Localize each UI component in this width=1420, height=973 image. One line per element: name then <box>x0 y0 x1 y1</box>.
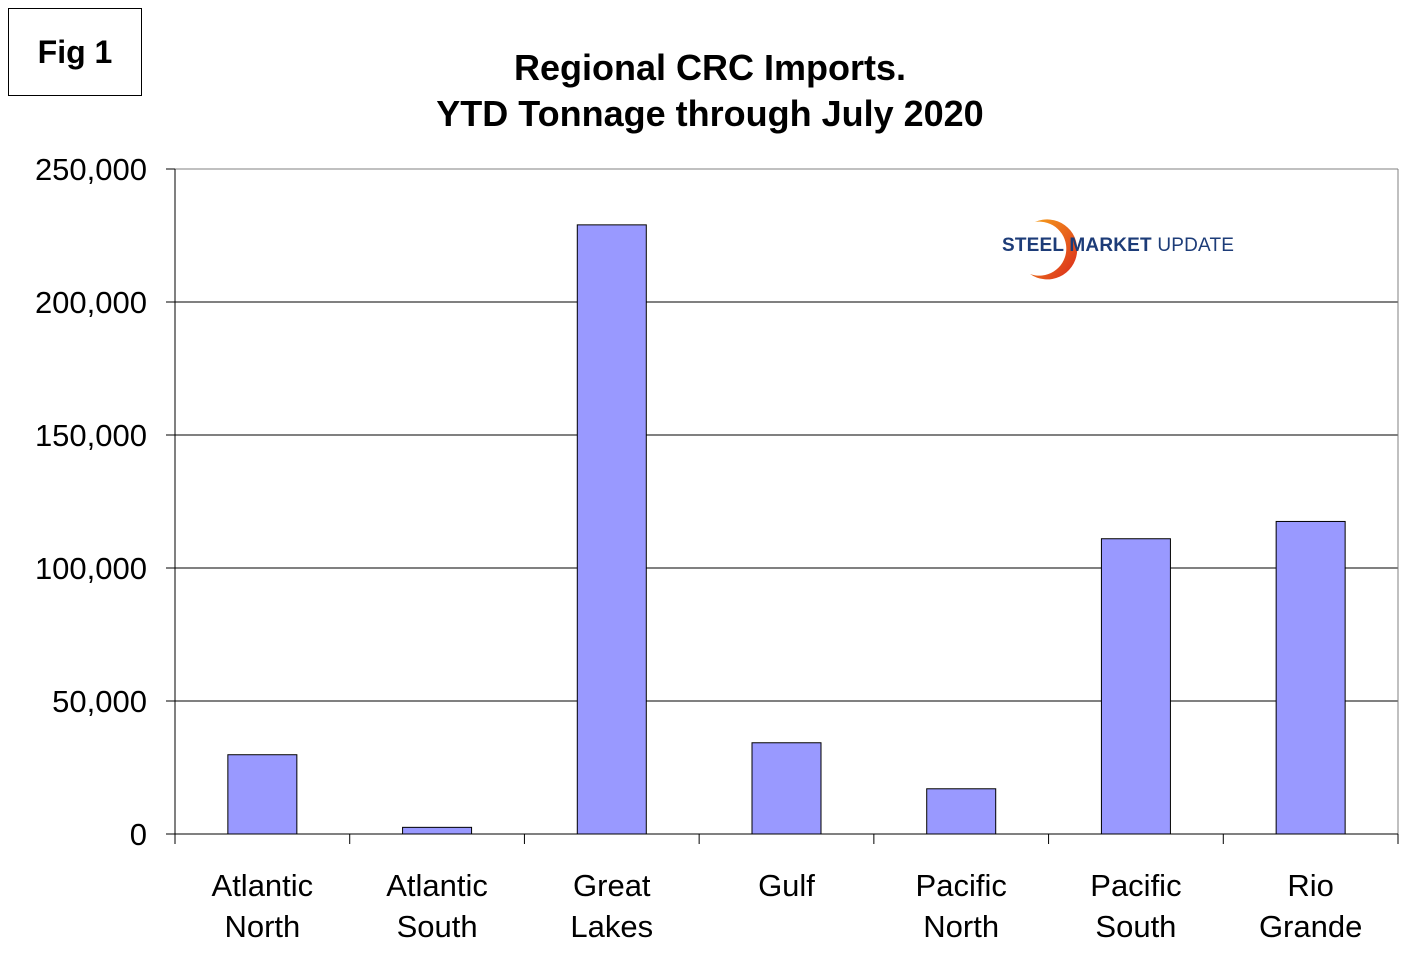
chart-title-line-1: Regional CRC Imports. <box>513 47 907 88</box>
bars <box>227 224 1346 835</box>
logo-text-bold: STEEL MARKET <box>1002 235 1152 256</box>
y-tick-label: 200,000 <box>35 285 147 320</box>
x-category-label: Great <box>573 868 651 903</box>
axes <box>166 168 1399 844</box>
x-category-label: Atlantic <box>386 868 488 903</box>
x-category-label: Atlantic <box>212 868 314 903</box>
logo-text-regular: UPDATE <box>1151 235 1235 256</box>
y-tick-labels: 0 50,000 100,000 150,000 200,000 250,000 <box>35 152 147 852</box>
x-category-label: North <box>923 909 999 944</box>
bar <box>751 742 822 835</box>
chart-title-line-2: YTD Tonnage through July 2020 <box>436 93 984 134</box>
x-category-label: Gulf <box>758 868 815 903</box>
bar <box>926 788 997 835</box>
bar <box>227 754 298 835</box>
y-tick-label: 150,000 <box>35 418 147 453</box>
figure-label: Fig 1 <box>8 8 142 96</box>
x-category-label: South <box>1095 909 1176 944</box>
y-tick-label: 250,000 <box>35 152 147 187</box>
bar <box>402 826 473 835</box>
bar <box>1100 538 1171 835</box>
x-category-label: Rio <box>1287 868 1334 903</box>
x-category-label: Lakes <box>570 909 653 944</box>
logo-text: STEEL MARKET UPDATE <box>1002 235 1234 257</box>
x-category-label: South <box>397 909 478 944</box>
bar <box>576 224 647 835</box>
y-tick-label: 100,000 <box>35 551 147 586</box>
x-category-label: Pacific <box>1090 868 1181 903</box>
y-tick-label: 0 <box>130 817 147 852</box>
swoosh-logo-icon <box>1030 219 1078 280</box>
x-category-label: Grande <box>1259 909 1362 944</box>
x-category-label: Pacific <box>916 868 1007 903</box>
x-category-label: North <box>224 909 300 944</box>
y-tick-label: 50,000 <box>52 684 147 719</box>
x-category-labels: Atlantic North Atlantic South Great Lakes Gulf… <box>212 868 1363 944</box>
steel-market-update-logo: STEEL MARKET UPDATE <box>1000 212 1240 284</box>
bar <box>1275 520 1346 835</box>
